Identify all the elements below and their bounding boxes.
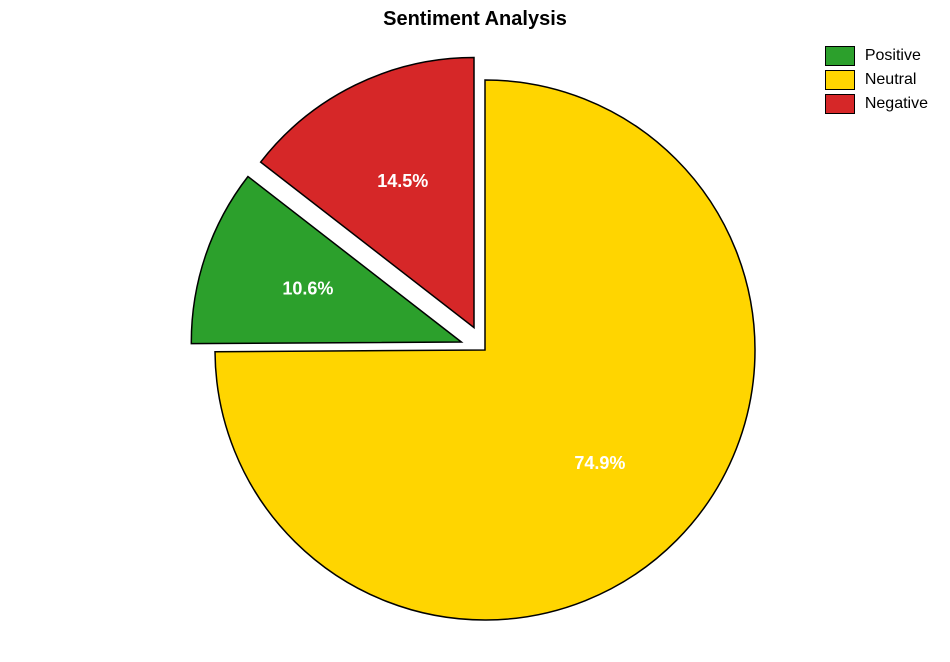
chart-container: { "chart": { "type": "pie", "title": "Se… — [0, 0, 950, 662]
slice-label: 74.9% — [574, 453, 625, 473]
legend: Positive Neutral Negative — [825, 46, 928, 118]
slice-label: 10.6% — [282, 279, 333, 299]
legend-swatch — [825, 70, 855, 90]
legend-swatch — [825, 46, 855, 66]
legend-swatch — [825, 94, 855, 114]
legend-item: Negative — [825, 94, 928, 114]
pie-chart: 14.5% 10.6% 74.9% — [0, 40, 950, 660]
legend-label: Neutral — [865, 71, 917, 89]
legend-item: Positive — [825, 46, 928, 66]
legend-label: Positive — [865, 47, 921, 65]
legend-label: Negative — [865, 95, 928, 113]
chart-title: Sentiment Analysis — [0, 8, 950, 31]
slice-label: 14.5% — [377, 171, 428, 191]
legend-item: Neutral — [825, 70, 928, 90]
